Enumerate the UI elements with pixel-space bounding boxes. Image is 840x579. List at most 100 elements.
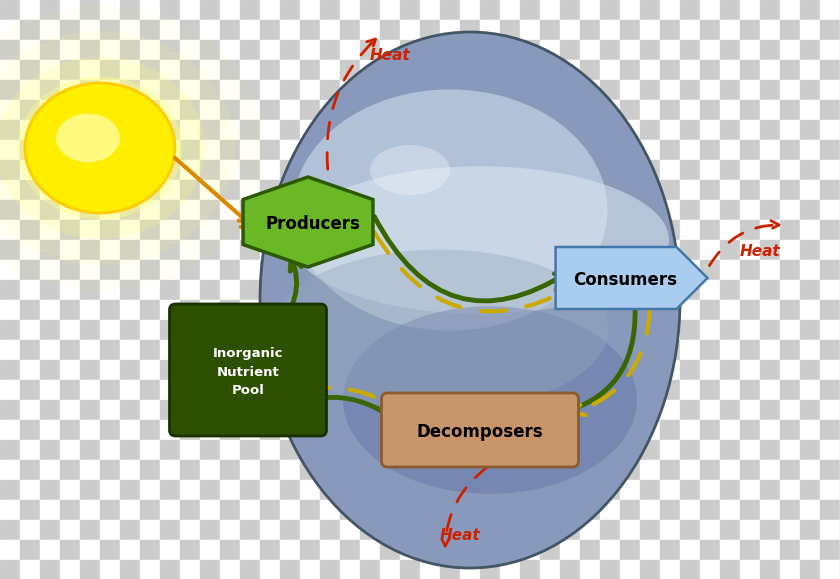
Bar — [420, 420, 440, 440]
Bar — [140, 480, 160, 500]
Bar — [720, 300, 740, 320]
Bar — [360, 320, 380, 340]
Bar — [200, 140, 220, 160]
Bar — [820, 100, 840, 120]
Bar — [360, 0, 380, 20]
Bar — [740, 100, 760, 120]
Bar — [760, 300, 780, 320]
Bar — [120, 300, 140, 320]
FancyArrowPatch shape — [572, 309, 650, 415]
Bar — [660, 140, 680, 160]
Bar — [540, 260, 560, 280]
Bar — [280, 360, 300, 380]
Bar — [60, 420, 80, 440]
Bar — [240, 540, 260, 560]
Bar — [60, 500, 80, 520]
Bar — [520, 140, 540, 160]
Bar — [380, 180, 400, 200]
Bar — [60, 340, 80, 360]
Bar — [780, 480, 800, 500]
Bar — [240, 0, 260, 20]
Bar — [220, 380, 240, 400]
Bar — [320, 180, 340, 200]
Bar — [300, 0, 320, 20]
Bar — [100, 120, 120, 140]
Bar — [340, 460, 360, 480]
Bar — [680, 80, 700, 100]
Bar — [0, 180, 20, 200]
Bar — [220, 420, 240, 440]
Bar — [0, 0, 20, 20]
Bar — [360, 480, 380, 500]
Bar — [560, 20, 580, 40]
Bar — [700, 100, 720, 120]
Bar — [520, 360, 540, 380]
Bar — [720, 240, 740, 260]
Bar — [140, 40, 160, 60]
Bar — [100, 520, 120, 540]
Bar — [480, 240, 500, 260]
Bar — [40, 540, 60, 560]
Bar — [440, 440, 460, 460]
Bar — [600, 500, 620, 520]
Bar — [640, 560, 660, 579]
Bar — [120, 380, 140, 400]
Bar — [800, 120, 820, 140]
Bar — [600, 480, 620, 500]
Bar — [300, 320, 320, 340]
Bar — [660, 300, 680, 320]
Bar — [40, 340, 60, 360]
Bar — [700, 240, 720, 260]
Bar — [560, 120, 580, 140]
Bar — [680, 260, 700, 280]
Bar — [780, 400, 800, 420]
Bar — [220, 540, 240, 560]
Bar — [280, 420, 300, 440]
Bar — [60, 220, 80, 240]
Bar — [620, 320, 640, 340]
Bar — [180, 460, 200, 480]
Bar — [800, 280, 820, 300]
Bar — [300, 100, 320, 120]
Bar — [260, 60, 280, 80]
Bar — [600, 300, 620, 320]
Bar — [40, 60, 60, 80]
Bar — [480, 440, 500, 460]
Bar — [440, 80, 460, 100]
Bar — [80, 320, 100, 340]
Bar — [380, 100, 400, 120]
Bar — [180, 60, 200, 80]
Bar — [560, 160, 580, 180]
Bar — [320, 300, 340, 320]
Bar — [620, 540, 640, 560]
Bar — [720, 480, 740, 500]
Bar — [360, 520, 380, 540]
Bar — [680, 460, 700, 480]
Bar — [100, 280, 120, 300]
Bar — [80, 120, 100, 140]
Bar — [160, 300, 180, 320]
Bar — [280, 340, 300, 360]
Bar — [280, 540, 300, 560]
Bar — [140, 80, 160, 100]
Bar — [500, 400, 520, 420]
Bar — [480, 160, 500, 180]
Bar — [400, 120, 420, 140]
Bar — [160, 500, 180, 520]
Bar — [400, 160, 420, 180]
Bar — [740, 560, 760, 579]
Bar — [20, 280, 40, 300]
Bar — [500, 240, 520, 260]
Bar — [160, 260, 180, 280]
Bar — [220, 120, 240, 140]
Bar — [780, 220, 800, 240]
Bar — [760, 320, 780, 340]
Bar — [280, 100, 300, 120]
Bar — [320, 340, 340, 360]
Bar — [720, 0, 740, 20]
Bar — [460, 500, 480, 520]
Bar — [460, 440, 480, 460]
Bar — [800, 540, 820, 560]
Bar — [640, 320, 660, 340]
Bar — [660, 280, 680, 300]
